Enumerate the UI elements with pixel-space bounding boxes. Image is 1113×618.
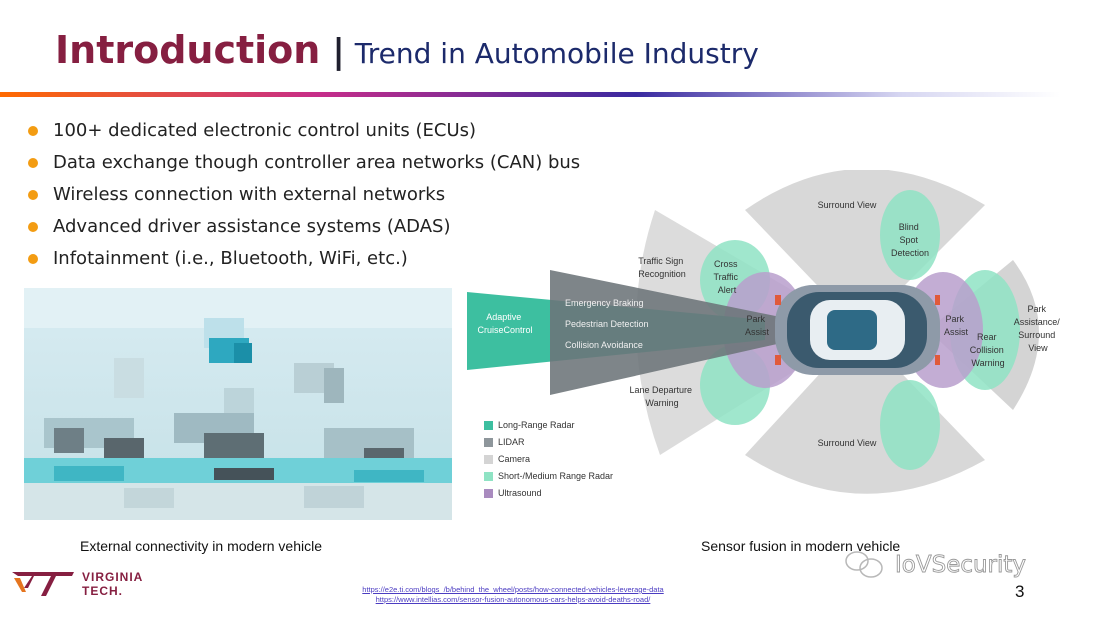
taillight-icon: [935, 355, 940, 365]
label-pedestrian-detection: Pedestrian Detection: [565, 319, 649, 329]
label-collision-avoidance: Collision Avoidance: [565, 340, 643, 350]
connectivity-image: [24, 288, 452, 520]
page-number: 3: [1015, 582, 1025, 601]
label-park-assistance-surround: Park Assistance/ Surround View: [1014, 304, 1063, 353]
label-surround-view-bottom: Surround View: [818, 438, 877, 448]
lidar-cone: [550, 270, 795, 395]
legend-label: Camera: [498, 454, 531, 464]
pixelated-vehicle-image: [24, 288, 452, 520]
reference-link[interactable]: https://e2e.ti.com/blogs_/b/behind_the_w…: [362, 585, 664, 594]
bullet-item: Wireless connection with external networ…: [28, 182, 580, 214]
bullet-text: 100+ dedicated electronic control units …: [53, 120, 477, 141]
label-rear-collision: Rear Collision Warning: [970, 332, 1007, 368]
blind-spot-radar-bottom: [880, 380, 940, 470]
bullet-text: Infotainment (i.e., Bluetooth, WiFi, etc…: [53, 248, 408, 269]
bullet-dot-icon: [28, 158, 38, 168]
headlight-icon: [775, 295, 781, 305]
vt-logo-svg: VIRGINIA TECH.: [12, 570, 143, 598]
title-subtitle: Trend in Automobile Industry: [354, 37, 759, 70]
label-emergency-braking: Emergency Braking: [565, 298, 644, 308]
caption-right: Sensor fusion in modern vehicle: [701, 538, 901, 554]
watermark: IoVSecurity: [843, 545, 1053, 583]
legend-swatch: [484, 455, 493, 464]
legend-label: LIDAR: [498, 437, 525, 447]
label-adaptive-cruise: Adaptive CruiseControl: [477, 312, 532, 335]
slide-title: Introduction | Trend in Automobile Industr…: [55, 28, 759, 72]
watermark-svg: IoVSecurity: [845, 551, 1026, 578]
sensor-fusion-diagram: Surround View Surround View Blind Spot D…: [465, 168, 1095, 525]
label-park-assist-rear: Park Assist: [944, 314, 969, 337]
bullet-item: Infotainment (i.e., Bluetooth, WiFi, etc…: [28, 246, 580, 278]
legend-item: Short-/Medium Range Radar: [484, 471, 613, 488]
bullet-text: Data exchange though controller area net…: [53, 152, 581, 173]
bullet-list: 100+ dedicated electronic control units …: [28, 118, 580, 278]
blind-spot-radar: [880, 190, 940, 280]
chat-bubble-icon: [845, 551, 883, 578]
sensor-fusion-svg: Surround View Surround View Blind Spot D…: [467, 168, 1063, 494]
bullet-text: Wireless connection with external networ…: [53, 184, 446, 205]
label-lane-departure: Lane Departure Warning: [629, 385, 694, 408]
logo-line-1: VIRGINIA: [82, 570, 143, 584]
bullet-dot-icon: [28, 190, 38, 200]
legend-swatch: [484, 438, 493, 447]
caption-left: External connectivity in modern vehicle: [80, 538, 323, 554]
reference-link[interactable]: https://www.intellias.com/sensor-fusion-…: [375, 595, 651, 604]
virginia-tech-logo: VIRGINIA TECH.: [10, 568, 180, 600]
legend-item: Long-Range Radar: [484, 420, 613, 437]
bullet-item: Advanced driver assistance systems (ADAS…: [28, 214, 580, 246]
label-blind-spot: Blind Spot Detection: [891, 222, 929, 258]
legend-label: Ultrasound: [498, 488, 542, 498]
car-top-icon: [827, 310, 877, 350]
legend-item: LIDAR: [484, 437, 613, 454]
bullet-dot-icon: [28, 126, 38, 136]
bullet-item: Data exchange though controller area net…: [28, 150, 580, 182]
headlight-icon: [775, 355, 781, 365]
bullet-dot-icon: [28, 222, 38, 232]
vt-monogram-icon: [12, 572, 74, 596]
logo-line-2: TECH.: [82, 584, 123, 598]
title-gradient-rule: [0, 92, 1060, 97]
legend-swatch: [484, 489, 493, 498]
watermark-text: IoVSecurity: [895, 552, 1026, 578]
label-cross-traffic: Cross Traffic Alert: [713, 259, 740, 295]
legend-label: Long-Range Radar: [498, 420, 575, 430]
bullet-text: Advanced driver assistance systems (ADAS…: [53, 216, 451, 237]
legend-item: Camera: [484, 454, 613, 471]
legend-label: Short-/Medium Range Radar: [498, 471, 614, 481]
legend-swatch: [484, 472, 493, 481]
legend-swatch: [484, 421, 493, 430]
taillight-icon: [935, 295, 940, 305]
diagram-legend: Long-Range Radar LIDAR Camera Short-/Med…: [484, 420, 613, 505]
label-surround-view-top: Surround View: [818, 200, 877, 210]
references: https://e2e.ti.com/blogs_/b/behind_the_w…: [310, 585, 716, 605]
title-separator: |: [332, 32, 345, 72]
bullet-dot-icon: [28, 254, 38, 264]
bullet-item: 100+ dedicated electronic control units …: [28, 118, 580, 150]
label-traffic-sign: Traffic Sign Recognition: [638, 256, 686, 279]
label-park-assist-front: Park Assist: [745, 314, 770, 337]
title-main: Introduction: [55, 28, 321, 72]
legend-item: Ultrasound: [484, 488, 613, 505]
